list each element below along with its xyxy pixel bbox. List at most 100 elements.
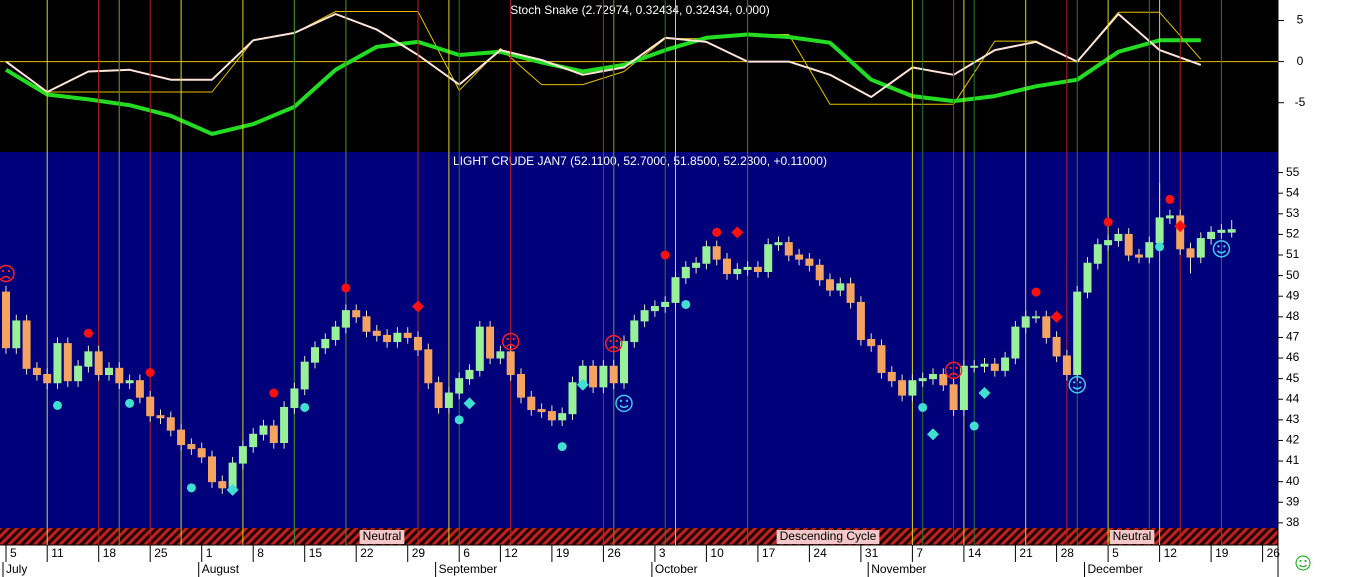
face-eye [1073, 381, 1076, 384]
candle-body [1135, 254, 1143, 258]
face-eye [949, 366, 952, 370]
candle-body [43, 374, 52, 384]
signal-dot [341, 283, 351, 293]
candle-body [1186, 248, 1195, 258]
face-mouth [506, 343, 516, 348]
x-tick-label: 19 [1215, 546, 1229, 560]
candle-body [1073, 291, 1082, 376]
candle-body [63, 343, 72, 382]
face-outline [0, 264, 15, 283]
candle-body [661, 301, 670, 308]
signal-dot [300, 402, 310, 412]
candle-body [743, 266, 752, 270]
signal-diamond [927, 428, 939, 441]
signal-dot [1165, 194, 1175, 204]
candle-body [959, 365, 968, 411]
y-tick-label: 40 [1286, 474, 1300, 488]
candle-body [764, 244, 773, 272]
candle-body [867, 338, 876, 347]
signal-diamond [978, 387, 991, 400]
candle-body [599, 365, 608, 388]
candle-body [1145, 242, 1154, 258]
candle-body [465, 369, 474, 380]
candle-body [74, 365, 83, 382]
candle-body [1062, 355, 1071, 376]
stoch-panel [0, 0, 1278, 152]
candle-body [558, 413, 567, 421]
candle-body [1011, 326, 1020, 359]
candle-body [980, 363, 989, 367]
candle-body [177, 429, 186, 446]
candle-body [506, 351, 515, 376]
sad-face [604, 334, 623, 353]
signal-dot [125, 398, 135, 408]
candle-body [218, 481, 227, 489]
signal-dot [1103, 217, 1113, 227]
candle-body [321, 338, 330, 349]
x-tick-label: 18 [103, 546, 117, 560]
x-tick-label: 8 [257, 546, 264, 560]
candle-body [908, 380, 917, 396]
candle-body [630, 320, 639, 343]
face-eye [609, 339, 612, 343]
candle-body [1093, 244, 1102, 264]
band-label: Neutral [363, 529, 402, 543]
candle-body [94, 351, 103, 376]
candle-body [1042, 316, 1051, 338]
candle-body [1155, 217, 1164, 244]
candle-body [929, 374, 937, 380]
candle-body [898, 380, 907, 396]
candle-body [815, 264, 824, 281]
y-tick-label: 47 [1286, 330, 1300, 344]
candle-body [609, 365, 618, 384]
face-eye [1223, 245, 1226, 248]
candle-body [372, 330, 381, 336]
y-tick-label: 54 [1286, 185, 1300, 199]
candle-body [341, 310, 350, 328]
candle-body [1104, 240, 1113, 246]
candle-body [1032, 316, 1040, 319]
smiley-icon [1295, 555, 1311, 571]
candle-body [1114, 233, 1123, 242]
face-outline [604, 334, 623, 353]
candle-body [805, 258, 814, 266]
band-label: Descending Cycle [780, 529, 877, 543]
candle-body [671, 277, 680, 303]
signal-diamond [1174, 220, 1187, 233]
candle-body [887, 371, 896, 382]
candle-body [352, 310, 361, 318]
candle-body [547, 411, 556, 421]
x-tick-label: 12 [504, 546, 518, 560]
candle-body [208, 456, 216, 483]
x-tick-label: 12 [1164, 546, 1178, 560]
signal-dot [1031, 287, 1041, 297]
signal-diamond [412, 300, 424, 313]
face-mouth [619, 404, 629, 409]
candle-body [475, 326, 484, 371]
signal-dot [186, 483, 196, 493]
candle-body [166, 417, 175, 431]
candle-body [32, 367, 41, 376]
candle-body [455, 378, 464, 394]
price-panel [0, 152, 1278, 528]
candle-body [105, 367, 113, 376]
happy-face [615, 394, 633, 413]
candle-body [1083, 262, 1092, 293]
y-tick-label: 46 [1286, 350, 1300, 364]
candle-body [681, 266, 690, 279]
candle-body [403, 332, 412, 338]
candle-body [197, 448, 206, 458]
candle-body [1021, 316, 1030, 328]
candle-body [723, 258, 731, 275]
x-tick-label: 7 [916, 546, 923, 560]
candle-body [280, 406, 289, 443]
x-tick-label: 21 [1019, 546, 1033, 560]
candle-body [1001, 357, 1010, 371]
candle-body [238, 446, 247, 464]
candle-body [877, 345, 886, 373]
signal-dot [145, 367, 155, 377]
face-eye [1217, 245, 1220, 248]
month-label: December [1088, 562, 1143, 576]
face-eye [619, 399, 623, 403]
candle-body [1052, 336, 1061, 357]
